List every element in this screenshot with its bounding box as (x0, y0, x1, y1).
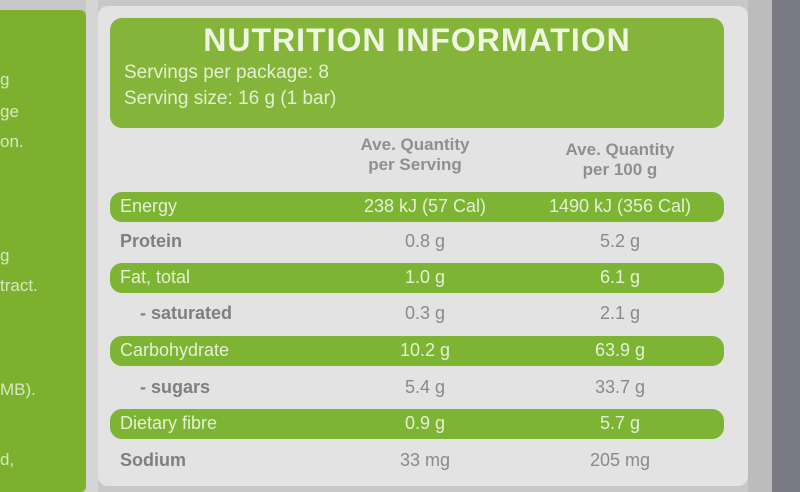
servings-per-package: Servings per package: 8 (124, 62, 329, 83)
nutrient-row-carbohydrate: Carbohydrate 10.2 g 63.9 g (110, 336, 724, 366)
package-shadow (772, 0, 800, 492)
column-header-per-100g: Ave. Quantity per 100 g (530, 140, 710, 180)
package-edge (748, 0, 800, 492)
side-panel: g ge on. g tract. MB). d, (0, 10, 86, 492)
per-100g-value: 33.7 g (594, 377, 646, 397)
nutrient-name: Protein (120, 231, 183, 251)
per-serving-value: 5.4 g (404, 377, 446, 397)
per-100g-value: 6.1 g (599, 267, 641, 287)
per-100g-value: 5.7 g (599, 413, 641, 433)
nutrient-name: - sugars (140, 377, 211, 397)
nutrient-row-protein: Protein 0.8 g 5.2 g (110, 227, 724, 257)
nutrient-name: - saturated (140, 303, 233, 323)
serving-size: Serving size: 16 g (1 bar) (124, 88, 337, 109)
column-header-line: Ave. Quantity (360, 135, 470, 154)
side-text-fragment: on. (0, 132, 24, 151)
per-100g-value: 2.1 g (599, 303, 641, 323)
nutrition-title: NUTRITION INFORMATION (203, 22, 631, 58)
panel-divider (86, 0, 98, 492)
per-100g-value: 5.2 g (599, 231, 641, 251)
nutrition-header: NUTRITION INFORMATION Servings per packa… (110, 18, 724, 128)
per-serving-value: 33 mg (399, 450, 451, 470)
per-100g-value: 205 mg (589, 450, 651, 470)
nutrient-row-energy: Energy 238 kJ (57 Cal) 1490 kJ (356 Cal) (110, 192, 724, 222)
per-serving-value: 0.8 g (404, 231, 446, 251)
nutrient-row-saturated: - saturated 0.3 g 2.1 g (110, 299, 724, 329)
side-text-fragment: MB). (0, 380, 36, 399)
column-header-line: per Serving (368, 155, 462, 174)
nutrient-name: Fat, total (120, 267, 191, 287)
nutrient-row-dietary-fibre: Dietary fibre 0.9 g 5.7 g (110, 409, 724, 439)
per-serving-value: 238 kJ (57 Cal) (363, 196, 487, 216)
column-header-line: per 100 g (582, 160, 658, 179)
per-serving-value: 0.3 g (404, 303, 446, 323)
side-text-fragment: d, (0, 450, 15, 469)
per-serving-value: 10.2 g (399, 340, 451, 360)
per-100g-value: 1490 kJ (356 Cal) (548, 196, 692, 216)
per-serving-value: 1.0 g (404, 267, 446, 287)
column-header-per-serving: Ave. Quantity per Serving (330, 135, 500, 175)
nutrient-row-fat-total: Fat, total 1.0 g 6.1 g (110, 263, 724, 293)
side-text-fragment: g (0, 70, 10, 89)
nutrient-row-sugars: - sugars 5.4 g 33.7 g (110, 373, 724, 403)
per-serving-value: 0.9 g (404, 413, 446, 433)
nutrient-name: Energy (120, 196, 178, 216)
nutrient-row-sodium: Sodium 33 mg 205 mg (110, 446, 724, 476)
side-text-fragment: g (0, 246, 10, 265)
per-100g-value: 63.9 g (594, 340, 646, 360)
nutrient-name: Dietary fibre (120, 413, 218, 433)
side-text-fragment: ge (0, 102, 19, 121)
nutrient-name: Sodium (120, 450, 186, 470)
nutrient-name: Carbohydrate (120, 340, 230, 360)
side-text-fragment: tract. (0, 276, 38, 295)
column-header-line: Ave. Quantity (565, 140, 675, 159)
